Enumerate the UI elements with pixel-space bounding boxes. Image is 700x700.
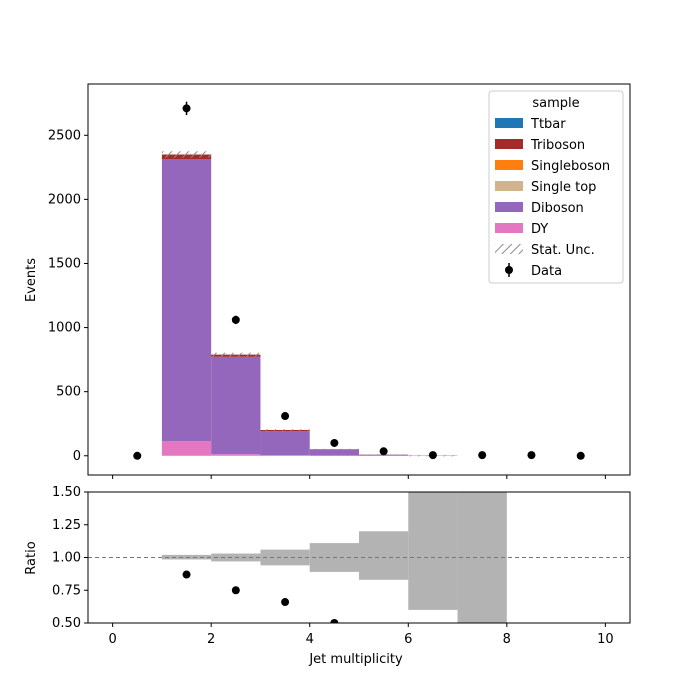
ratio-y-tick-label: 1.50 xyxy=(52,485,81,500)
legend-label: Diboson xyxy=(531,201,584,216)
data-point-0 xyxy=(133,451,142,460)
legend-swatch xyxy=(495,202,523,212)
ratio-band-bin-4 xyxy=(359,531,409,580)
bar-diboson-bin-4 xyxy=(309,449,359,456)
ratio-point-0 xyxy=(182,570,191,579)
stat-unc-bin-2 xyxy=(211,352,261,357)
bar-dy-bin-1 xyxy=(161,441,212,456)
legend-swatch xyxy=(495,223,523,233)
ratio-y-tick-label: 0.50 xyxy=(52,616,81,631)
legend: sample Ttbar Triboson Singleboson Single top… xyxy=(488,90,624,284)
legend-label: Triboson xyxy=(530,138,585,153)
legend-title: sample xyxy=(532,96,579,111)
bar-diboson-bin-1 xyxy=(161,158,212,442)
x-axis-label: Jet multiplicity xyxy=(308,652,403,667)
legend-label: DY xyxy=(531,222,548,237)
main-y-tick-label: 0 xyxy=(73,449,81,464)
legend-label: Single top xyxy=(531,180,596,195)
ratio-points xyxy=(182,570,339,623)
data-point-2 xyxy=(231,315,240,324)
legend-swatch xyxy=(495,139,523,149)
ratio-x-tick-label: 0 xyxy=(108,632,116,647)
stat-unc-bin-1 xyxy=(161,151,212,158)
ratio-y-tick-label: 0.75 xyxy=(52,583,81,598)
ratio-panel: 0.50 0.75 1.00 1.25 1.50 0 2 4 6 8 10 Ratio Jet m… xyxy=(24,485,631,667)
bar-diboson-bin-2 xyxy=(211,356,261,455)
main-y-tick-label: 1500 xyxy=(48,256,81,271)
ratio-point-1 xyxy=(231,586,240,595)
data-point-4 xyxy=(330,438,339,447)
data-point-5 xyxy=(379,447,388,456)
legend-label: Ttbar xyxy=(530,117,566,132)
ratio-point-3 xyxy=(330,619,339,623)
ratio-y-tick-label: 1.00 xyxy=(52,551,81,566)
legend-label: Stat. Unc. xyxy=(531,243,595,258)
main-panel-frame xyxy=(87,83,631,476)
legend-hatch-swatch xyxy=(495,244,523,254)
ratio-band-bin-5 xyxy=(408,492,458,610)
ratio-y-ticks: 0.50 0.75 1.00 1.25 1.50 xyxy=(52,485,88,631)
ratio-y-tick-label: 1.25 xyxy=(52,518,81,533)
data-point-6 xyxy=(428,451,437,460)
ratio-x-tick-label: 2 xyxy=(207,632,215,647)
ratio-point-2 xyxy=(281,598,290,607)
data-point-3 xyxy=(281,412,290,421)
legend-swatch xyxy=(495,118,523,128)
main-y-tick-label: 2000 xyxy=(48,192,81,207)
main-panel: 0 500 1000 1500 2000 2500 Events xyxy=(24,83,631,479)
stat-unc-bin-4 xyxy=(309,448,359,450)
ratio-x-tick-label: 10 xyxy=(597,632,614,647)
main-y-tick-label: 2500 xyxy=(48,128,81,143)
ratio-x-tick-label: 6 xyxy=(404,632,412,647)
data-point-9 xyxy=(576,451,585,460)
ratio-unc-band xyxy=(161,492,507,623)
data-points xyxy=(133,101,585,460)
main-y-tick-label: 500 xyxy=(56,385,81,400)
main-y-tick-label: 1000 xyxy=(48,321,81,336)
legend-swatch xyxy=(495,181,523,191)
legend-label: Data xyxy=(531,264,562,279)
main-x-ticks xyxy=(112,475,606,479)
stat-unc-bin-3 xyxy=(260,429,310,431)
bar-dy-bin-2 xyxy=(211,454,261,456)
data-point-1 xyxy=(182,104,191,113)
ratio-x-tick-label: 4 xyxy=(306,632,314,647)
bar-diboson-bin-3 xyxy=(260,431,310,456)
legend-swatch xyxy=(495,160,523,170)
legend-label: Singleboson xyxy=(531,159,610,174)
data-point-7 xyxy=(478,451,487,460)
ratio-y-label: Ratio xyxy=(24,541,39,574)
stacked-bars xyxy=(161,154,458,456)
main-y-label: Events xyxy=(24,258,39,302)
data-point-8 xyxy=(527,451,536,460)
ratio-x-ticks: 0 2 4 6 8 10 xyxy=(108,623,614,647)
legend-data-marker xyxy=(505,266,513,274)
main-y-ticks: 0 500 1000 1500 2000 2500 xyxy=(48,128,88,464)
ratio-x-tick-label: 8 xyxy=(503,632,511,647)
